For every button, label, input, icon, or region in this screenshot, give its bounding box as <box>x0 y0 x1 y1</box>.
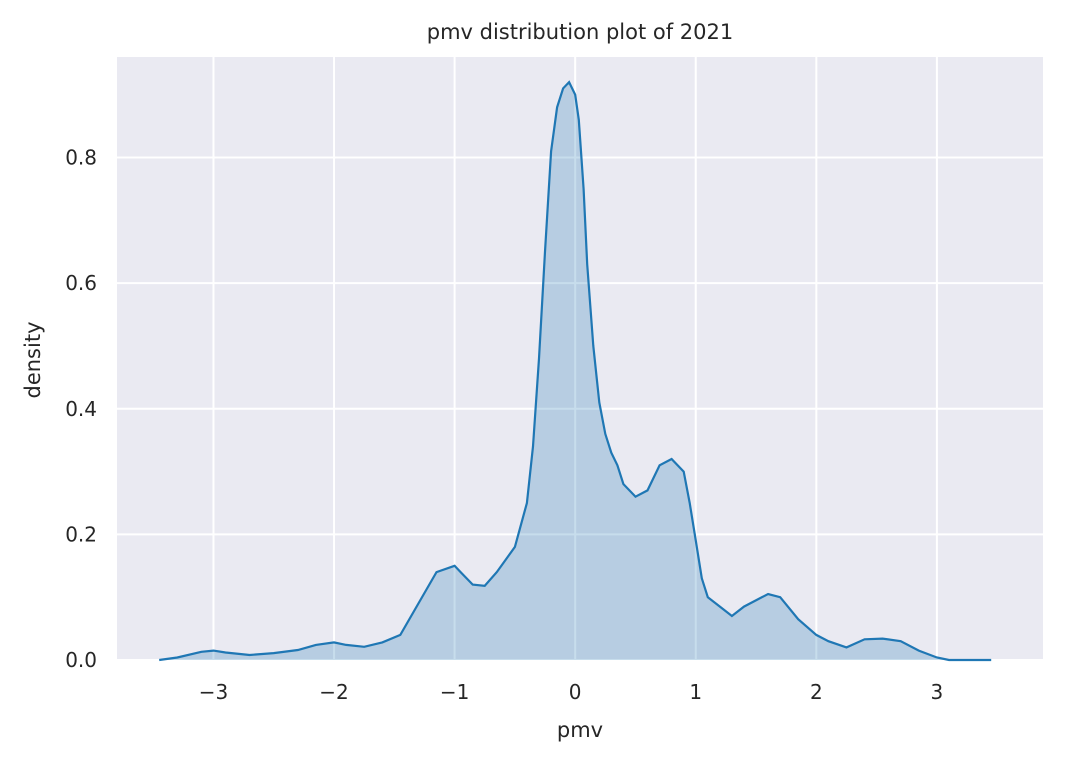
x-axis-label: pmv <box>557 718 603 742</box>
density-line <box>159 80 992 662</box>
density-fill <box>159 82 992 661</box>
y-axis-label: density <box>21 322 45 399</box>
x-tick-label: 2 <box>810 680 823 704</box>
x-tick-label: −2 <box>319 680 348 704</box>
x-tick-label: −3 <box>199 680 228 704</box>
x-tick-label: 0 <box>569 680 582 704</box>
grid <box>117 57 1043 661</box>
x-tick-label: 1 <box>689 680 702 704</box>
y-tick-label: 0.4 <box>65 397 97 421</box>
x-tick-labels: −3 −2 −1 0 1 2 3 <box>199 680 944 704</box>
y-tick-label: 0.8 <box>65 146 97 170</box>
chart-title: pmv distribution plot of 2021 <box>427 20 734 44</box>
x-tick-label: −1 <box>440 680 469 704</box>
y-tick-label: 0.0 <box>65 648 97 672</box>
y-tick-labels: 0.0 0.2 0.4 0.6 0.8 <box>65 146 97 673</box>
x-tick-label: 3 <box>931 680 944 704</box>
y-tick-label: 0.6 <box>65 271 97 295</box>
y-tick-label: 0.2 <box>65 522 97 546</box>
